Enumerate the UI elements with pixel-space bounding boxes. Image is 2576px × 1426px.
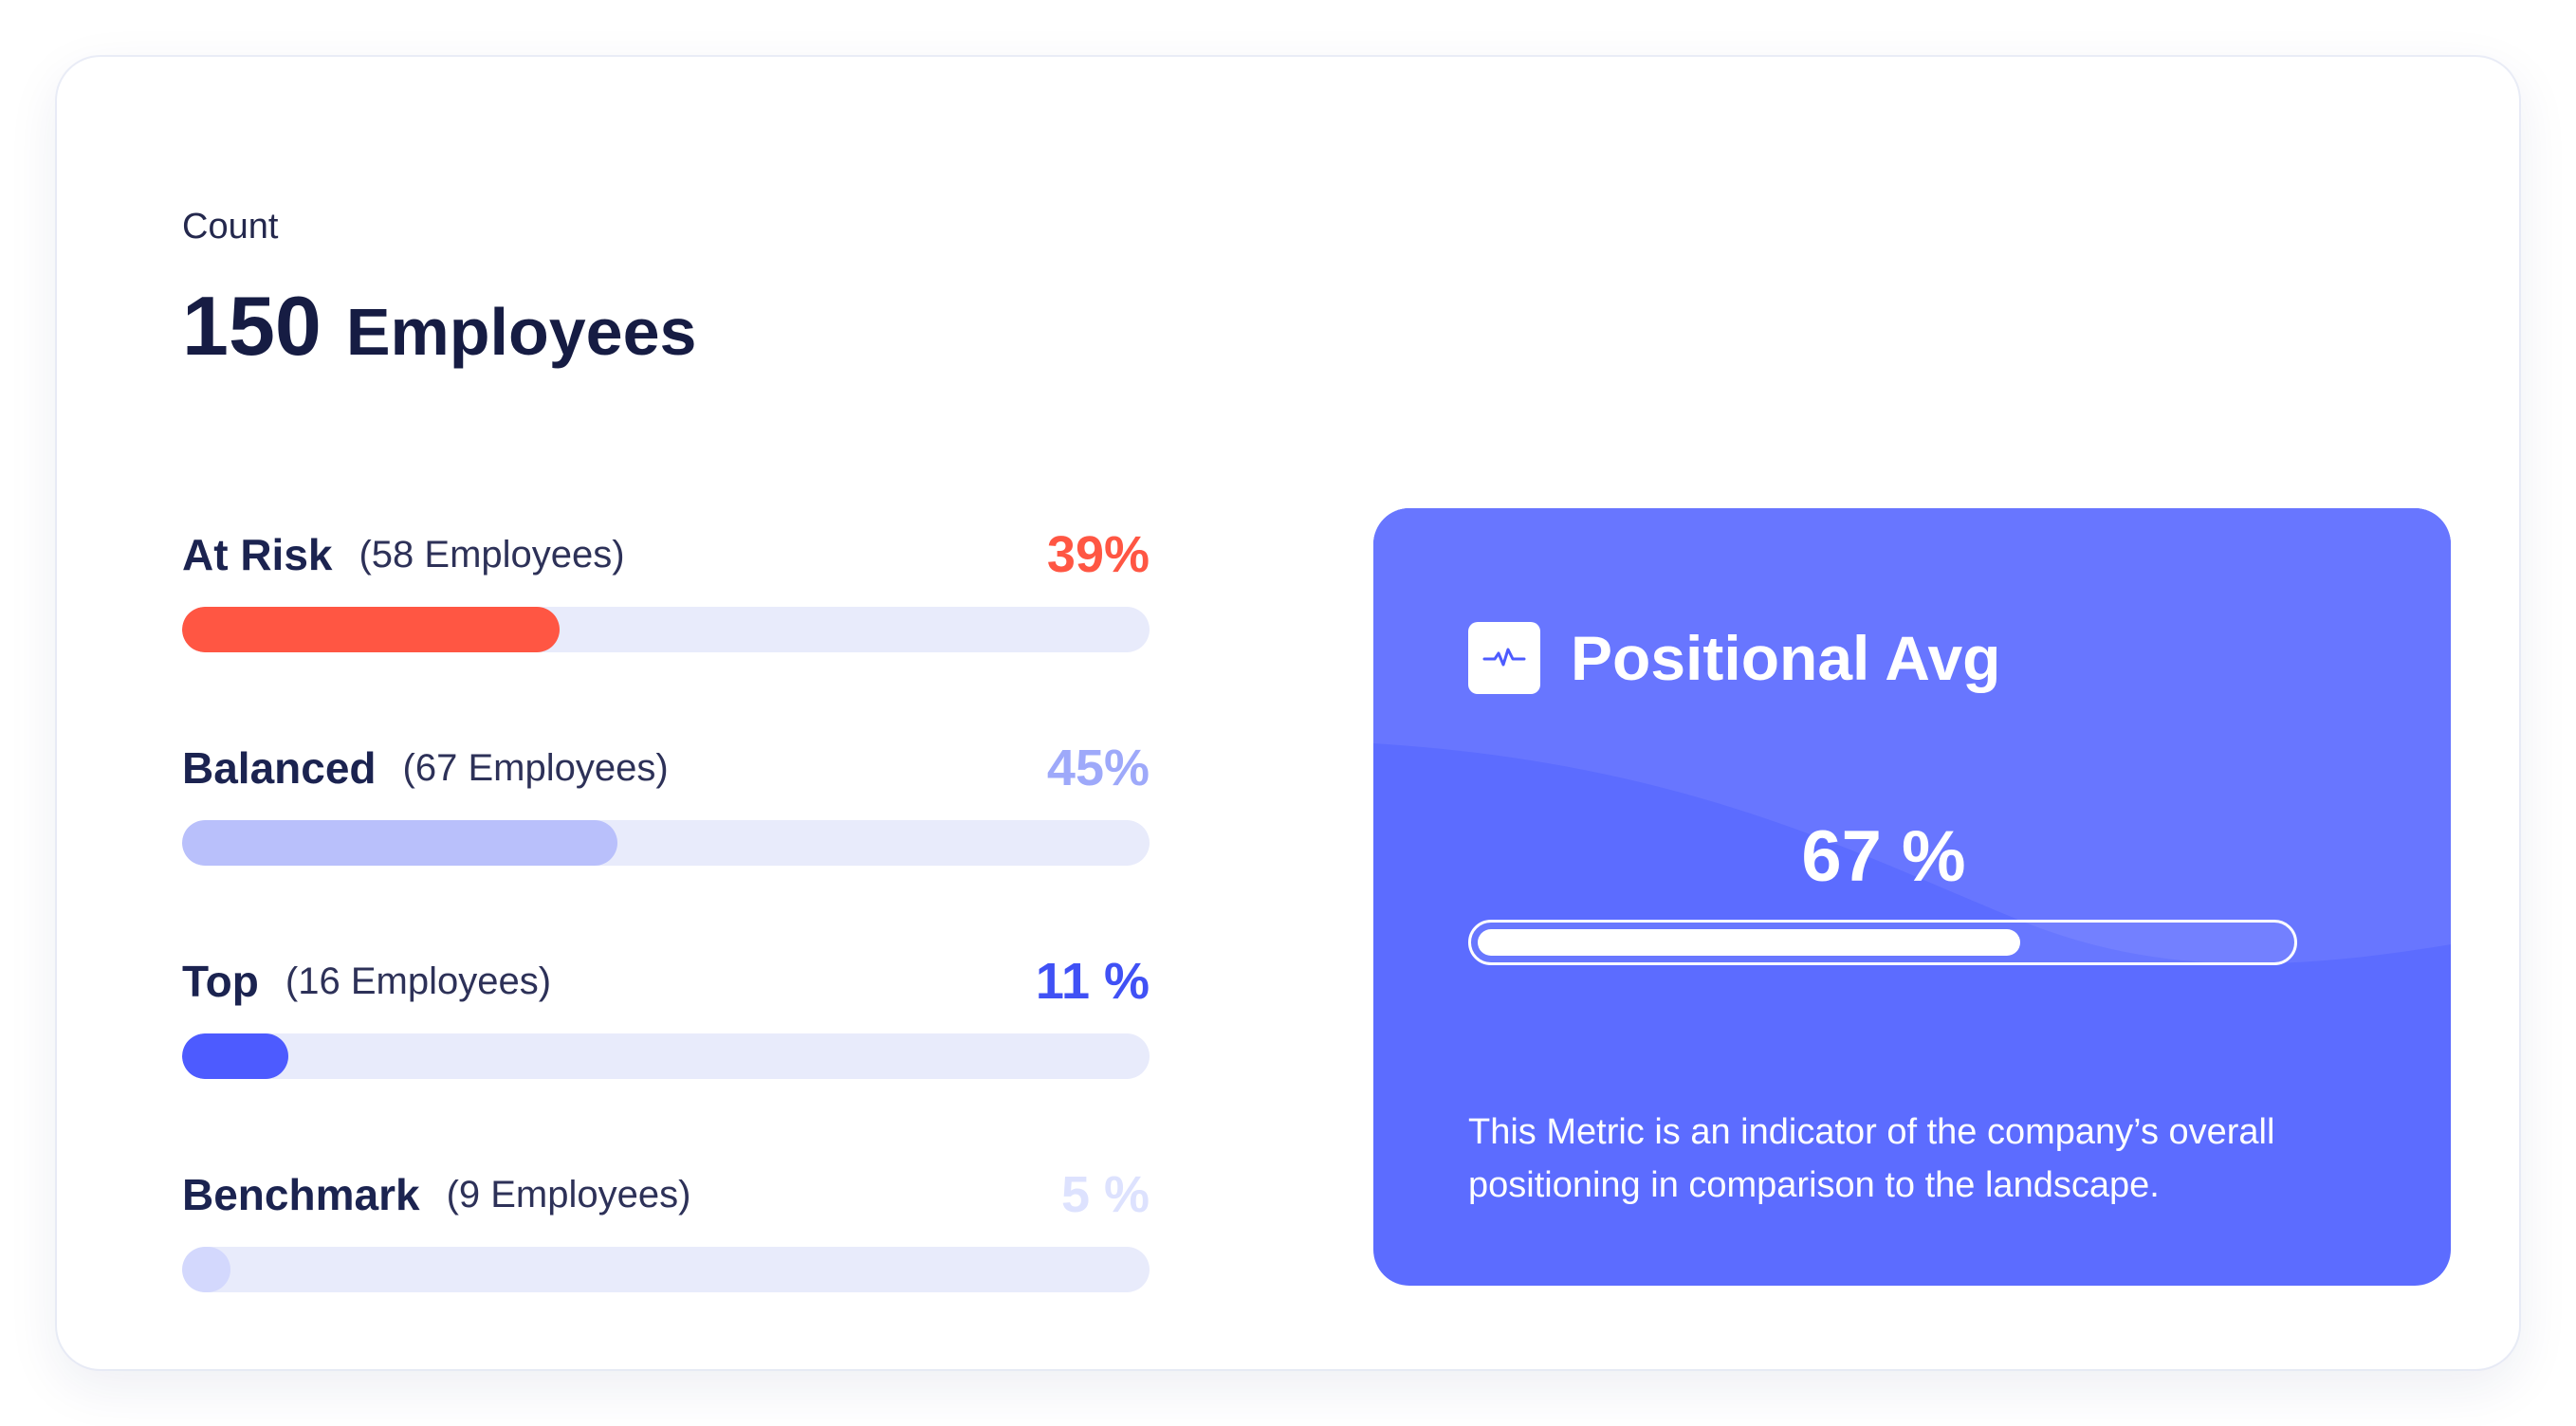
metric-balanced: Balanced (67 Employees) 45% <box>182 733 1150 866</box>
metric-header: Top (16 Employees) 11 % <box>182 946 1150 1016</box>
metric-progress-fill <box>182 820 617 866</box>
employee-distribution-card: Count 150 Employees At Risk (58 Employee… <box>57 57 2519 1369</box>
employee-total: 150 Employees <box>182 284 696 398</box>
metric-header: At Risk (58 Employees) 39% <box>182 520 1150 590</box>
metric-name: At Risk <box>182 530 333 579</box>
positional-average-title: Positional Avg <box>1571 623 2001 693</box>
positional-average-progress-fill <box>1478 929 2021 956</box>
positional-average-header: Positional Avg <box>1468 622 2001 694</box>
metric-name: Benchmark <box>182 1170 420 1219</box>
metric-employee-count: (67 Employees) <box>402 747 669 789</box>
positional-average-progress-track <box>1468 920 2297 965</box>
pulse-icon <box>1468 622 1540 694</box>
metric-percent: 11 % <box>1035 953 1150 1010</box>
metric-percent: 45% <box>1046 740 1150 796</box>
metric-progress-track <box>182 1033 1150 1079</box>
metric-name: Balanced <box>182 743 377 793</box>
metric-employee-count: (9 Employees) <box>446 1174 691 1216</box>
count-label: Count <box>182 207 279 247</box>
positional-average-description: This Metric is an indicator of the compa… <box>1468 1112 2275 1205</box>
positional-average-panel: Positional Avg 67 % This Metric is an in… <box>1373 508 2451 1286</box>
employee-total-unit: Employees <box>345 295 697 369</box>
metric-progress-track <box>182 1247 1150 1292</box>
metric-progress-track <box>182 820 1150 866</box>
metric-employee-count: (16 Employees) <box>285 960 552 1002</box>
metric-progress-track <box>182 607 1150 652</box>
positional-average-value: 67 % <box>1801 816 1966 897</box>
metric-percent: 5 % <box>1060 1166 1150 1223</box>
metric-percent: 39% <box>1046 526 1150 583</box>
metric-benchmark: Benchmark (9 Employees) 5 % <box>182 1160 1150 1292</box>
metric-progress-fill <box>182 1033 289 1079</box>
metric-header: Benchmark (9 Employees) 5 % <box>182 1160 1150 1230</box>
metric-progress-fill <box>182 1247 230 1292</box>
metric-name: Top <box>182 957 259 1006</box>
metric-employee-count: (58 Employees) <box>359 534 625 576</box>
metric-at-risk: At Risk (58 Employees) 39% <box>182 520 1150 652</box>
employee-total-number: 150 <box>182 279 322 373</box>
background-wave <box>1373 508 2451 964</box>
metric-progress-fill <box>182 607 560 652</box>
metric-top: Top (16 Employees) 11 % <box>182 946 1150 1079</box>
metric-header: Balanced (67 Employees) 45% <box>182 733 1150 803</box>
